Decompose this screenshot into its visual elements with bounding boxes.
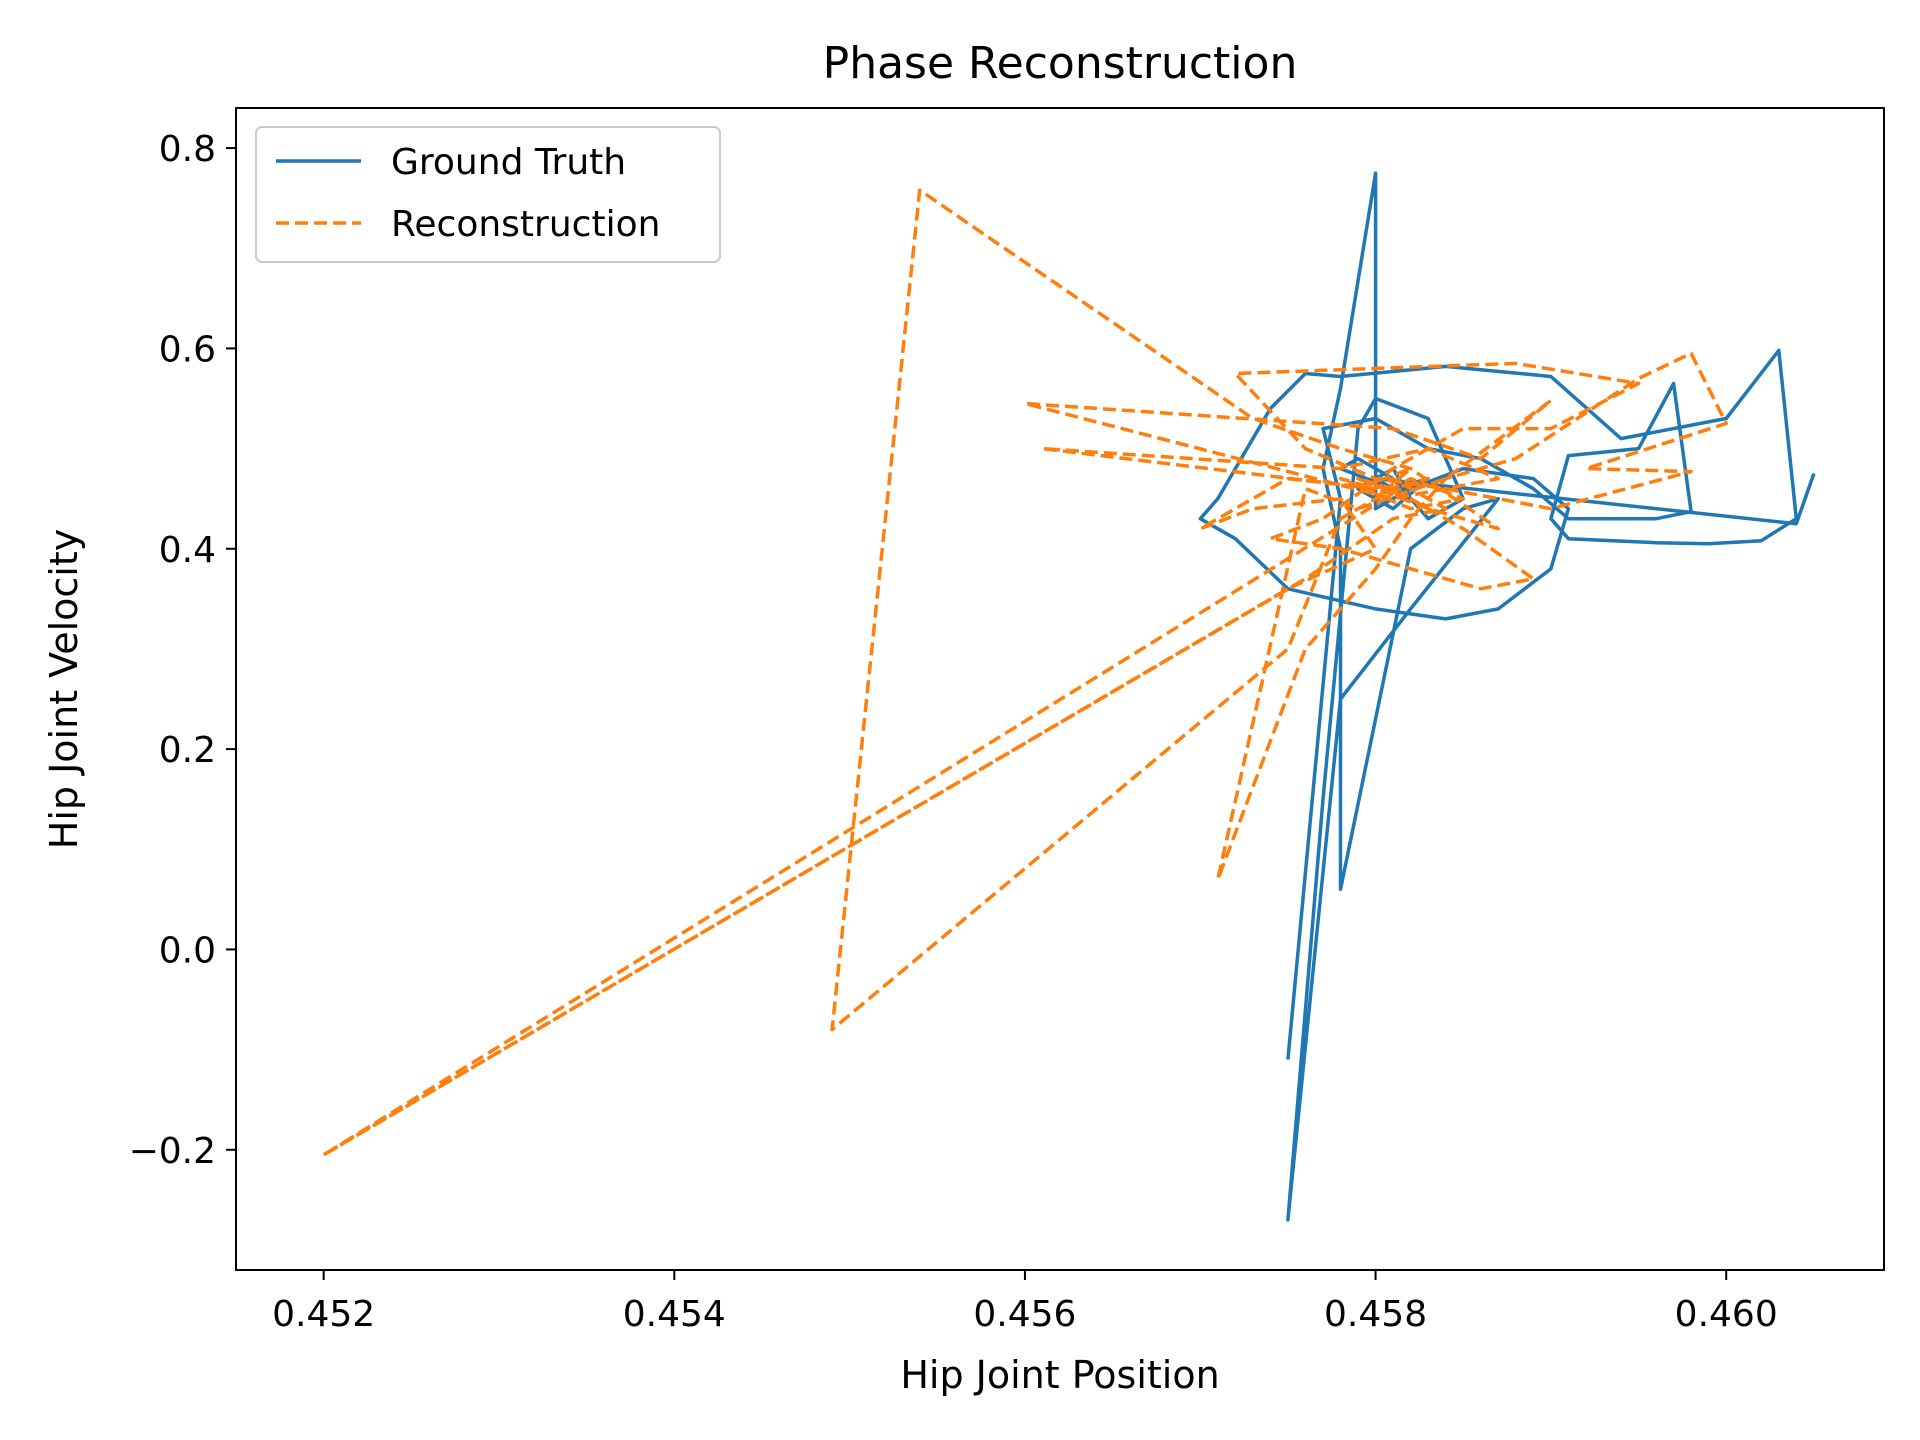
legend: Ground Truth Reconstruction [255, 126, 721, 263]
x-axis-ticks: 0.452 0.454 0.456 0.458 0.460 [272, 1270, 1778, 1335]
series-line-reconstruction [321, 188, 1728, 1157]
y-tick-label: 0.8 [159, 129, 216, 170]
y-tick-label: 0.4 [159, 530, 216, 571]
legend-label-ground-truth: Ground Truth [391, 142, 626, 183]
y-axis-ticks: −0.2 0.0 0.2 0.4 0.6 0.8 [129, 129, 236, 1172]
plot-frame [235, 107, 1885, 1271]
chart-title: Phase Reconstruction [823, 38, 1298, 89]
x-axis-label: Hip Joint Position [900, 1353, 1219, 1397]
legend-box [255, 126, 721, 263]
y-tick-label: 0.2 [159, 730, 216, 771]
plot-area [235, 107, 1885, 1271]
x-tick-label: 0.454 [623, 1294, 726, 1335]
y-axis-label: Hip Joint Velocity [42, 529, 86, 849]
y-tick-label: −0.2 [129, 1131, 216, 1172]
x-tick-label: 0.458 [1324, 1294, 1427, 1335]
x-tick-label: 0.456 [973, 1294, 1076, 1335]
y-tick-label: 0.6 [159, 329, 216, 370]
series-layer [321, 171, 1816, 1222]
x-tick-label: 0.460 [1675, 1294, 1778, 1335]
x-tick-label: 0.452 [272, 1294, 375, 1335]
y-tick-label: 0.0 [159, 930, 216, 971]
legend-label-reconstruction: Reconstruction [391, 204, 660, 245]
